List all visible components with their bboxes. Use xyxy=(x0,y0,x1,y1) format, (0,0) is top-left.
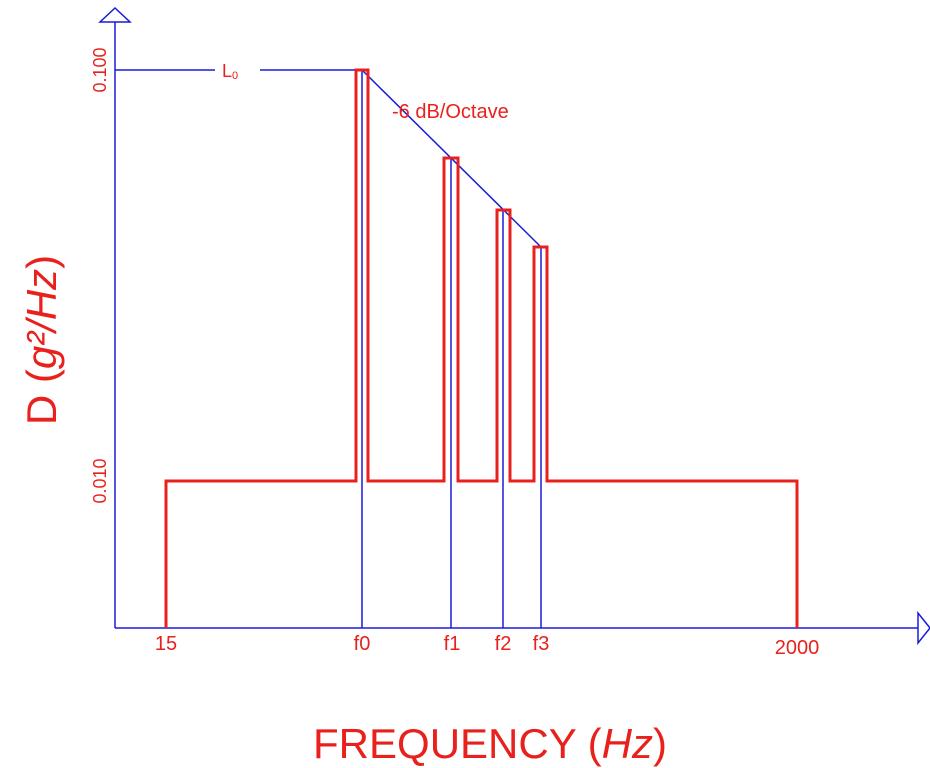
x-title-part: ) xyxy=(653,720,667,767)
x-tick-label: f0 xyxy=(354,633,371,655)
level-letter: L xyxy=(222,61,232,81)
x-tick-label: 15 xyxy=(155,633,177,655)
y-tick-label: 0.100 xyxy=(90,47,110,92)
slope-label: -6 dB/Octave xyxy=(392,101,509,123)
y-title-part: ) xyxy=(18,255,65,269)
x-tick-label: f3 xyxy=(533,633,550,655)
x-title-part: FREQUENCY ( xyxy=(313,720,602,767)
y-axis-arrow xyxy=(98,6,132,23)
spectrum-profile xyxy=(164,68,799,628)
x-tick-label: 2000 xyxy=(775,637,820,659)
x-tick-label: f1 xyxy=(444,633,461,655)
x-axis-title: FREQUENCY (Hz) xyxy=(313,720,667,767)
level-label: L0 xyxy=(222,61,238,82)
y-title-part: D ( xyxy=(18,369,65,425)
y-axis-title: D (g²/Hz) xyxy=(18,255,65,425)
x-axis-arrow xyxy=(917,610,930,646)
y-tick-label: 0.010 xyxy=(90,458,110,503)
level-subscript: 0 xyxy=(232,70,238,82)
x-title-unit: Hz xyxy=(602,720,653,767)
x-tick-label: f2 xyxy=(495,633,512,655)
y-title-unit: g²/Hz xyxy=(18,269,65,369)
